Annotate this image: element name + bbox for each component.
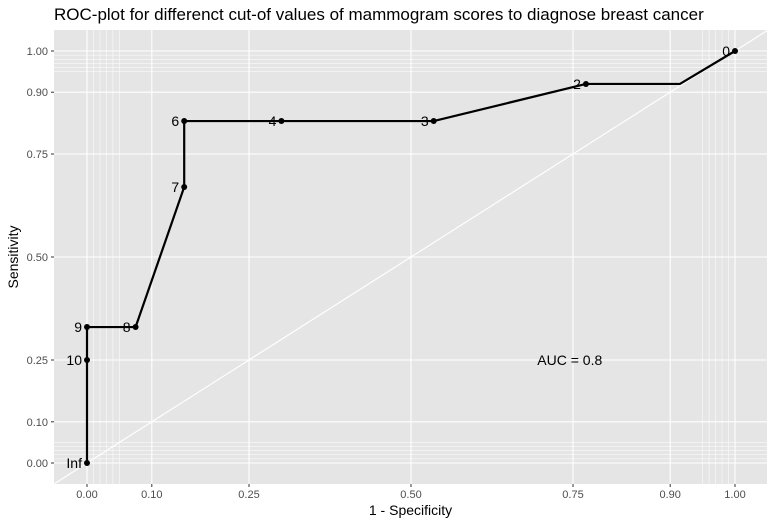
cutoff-label: 10: [66, 352, 82, 368]
y-tick-label: 1.00: [27, 46, 48, 58]
y-axis-label: Sensitivity: [5, 225, 21, 288]
cutoff-labels: Inf 10 9 8 7 6 4 3 2 0: [66, 43, 730, 471]
roc-point: [181, 183, 188, 190]
y-tick-label: 0.90: [27, 87, 48, 99]
x-axis: 0.00 0.10 0.25 0.50 0.75 0.90 1.00: [76, 484, 746, 501]
roc-point: [84, 357, 90, 363]
y-tick-label: 0.75: [27, 149, 48, 161]
y-tick-label: 0.00: [27, 458, 48, 470]
cutoff-label: 8: [123, 319, 131, 335]
roc-point: [84, 324, 90, 331]
cutoff-label: 9: [74, 319, 82, 335]
roc-point: [732, 48, 738, 54]
x-axis-label: 1 - Specificity: [369, 502, 452, 518]
x-tick-label: 0.10: [141, 489, 162, 501]
auc-annotation: AUC = 0.8: [537, 352, 602, 368]
roc-point: [430, 118, 437, 125]
cutoff-label: 2: [573, 76, 581, 92]
roc-points: [84, 48, 738, 466]
x-tick-label: 0.90: [659, 489, 680, 501]
x-tick-label: 1.00: [724, 489, 745, 501]
y-tick-label: 0.10: [27, 417, 48, 429]
y-axis: 0.00 0.10 0.25 0.50 0.75 0.90 1.00: [27, 46, 54, 470]
cutoff-label: 7: [171, 179, 179, 195]
x-tick-label: 0.25: [238, 489, 259, 501]
roc-point: [278, 118, 285, 125]
cutoff-label: 6: [171, 113, 179, 129]
roc-point: [582, 80, 589, 87]
cutoff-label: 4: [269, 113, 277, 129]
x-tick-label: 0.00: [76, 489, 97, 501]
cutoff-label: 0: [722, 43, 730, 59]
cutoff-label: Inf: [66, 455, 82, 471]
roc-point: [181, 118, 188, 125]
diagonal-reference-line: [54, 29, 768, 485]
roc-point: [132, 324, 139, 331]
roc-point: [84, 460, 90, 466]
y-tick-label: 0.50: [27, 252, 48, 264]
x-tick-label: 0.75: [562, 489, 583, 501]
y-tick-label: 0.25: [27, 355, 48, 367]
cutoff-label: 3: [421, 113, 429, 129]
chart-title: ROC-plot for differenct cut-of values of…: [54, 5, 704, 24]
x-tick-label: 0.50: [400, 489, 421, 501]
